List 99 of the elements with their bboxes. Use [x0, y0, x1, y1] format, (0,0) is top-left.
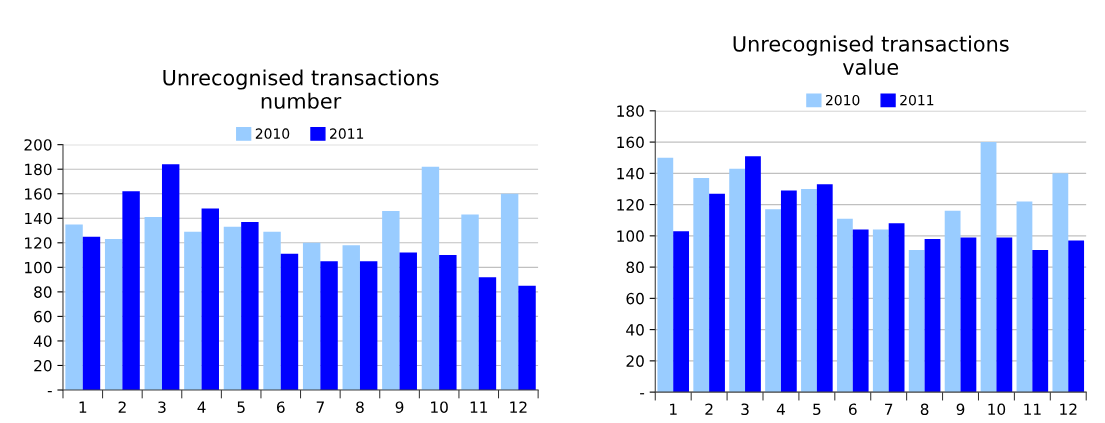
bar — [872, 229, 889, 393]
bar — [960, 237, 977, 393]
bar — [320, 261, 338, 391]
y-tick-label: 140 — [25, 212, 52, 225]
y-tick-label: 120 — [617, 199, 644, 211]
bar — [924, 238, 941, 393]
x-tick-label: 8 — [920, 403, 929, 416]
y-tick-label: 120 — [25, 237, 52, 249]
x-tick-label: 10 — [431, 401, 448, 413]
y-tick-label: 180 — [25, 163, 52, 176]
bar — [1016, 201, 1033, 393]
y-tick-label: 80 — [34, 286, 52, 298]
bar — [184, 231, 202, 391]
bar — [801, 188, 817, 393]
bar — [439, 255, 457, 391]
x-tick-label: 7 — [316, 401, 324, 413]
y-tick-label: 180 — [617, 105, 644, 117]
y-tick-label: 160 — [617, 136, 644, 149]
y-tick-label: 40 — [33, 335, 52, 347]
chart-title: Unrecognised transactions number — [163, 69, 439, 109]
x-tick-label: 9 — [395, 401, 404, 413]
x-tick-label: 12 — [1060, 403, 1077, 415]
bar — [765, 209, 781, 393]
bar — [263, 231, 281, 391]
bar — [780, 190, 797, 393]
bar — [816, 184, 833, 393]
x-tick-label: 6 — [848, 403, 857, 416]
bar — [745, 156, 761, 393]
bar — [399, 252, 417, 391]
x-tick-label: 3 — [158, 401, 166, 413]
x-tick-label: 8 — [356, 401, 364, 413]
bar — [144, 217, 162, 391]
bar — [65, 224, 83, 391]
bar — [461, 214, 479, 391]
y-tick-label: - — [47, 391, 52, 393]
bar — [478, 277, 497, 391]
x-tick-label: 5 — [237, 401, 245, 413]
y-tick-label: 20 — [34, 359, 52, 372]
bar — [709, 193, 725, 393]
x-tick-label: 7 — [885, 403, 893, 415]
legend-label: 2011 — [330, 128, 364, 139]
y-tick-label: 40 — [626, 324, 644, 336]
x-tick-label: 11 — [1024, 403, 1041, 415]
bar — [657, 157, 674, 393]
x-tick-label: 11 — [470, 401, 488, 413]
bar — [280, 253, 299, 391]
bar — [673, 231, 690, 393]
legend-label: 2010 — [255, 128, 290, 139]
bar — [980, 142, 997, 393]
y-tick-label: 20 — [626, 355, 644, 367]
y-tick-label: 60 — [34, 310, 52, 323]
y-tick-label: 60 — [626, 292, 644, 305]
x-tick-label: 4 — [776, 403, 785, 415]
bar — [342, 245, 360, 391]
x-tick-label: 2 — [705, 403, 713, 415]
chart-title: Unrecognised transactions value — [733, 35, 1009, 76]
bar — [104, 239, 123, 391]
bar — [359, 261, 378, 391]
y-tick-label: 100 — [617, 230, 644, 242]
bar — [518, 285, 536, 391]
bar — [302, 242, 321, 391]
bar — [1052, 173, 1069, 393]
x-tick-label: 6 — [276, 401, 285, 413]
y-tick-label: - — [640, 393, 645, 395]
y-tick-label: 200 — [24, 139, 52, 151]
x-tick-label: 12 — [510, 401, 527, 413]
legend-label: 2010 — [825, 94, 860, 106]
x-tick-label: 2 — [118, 401, 126, 413]
x-tick-label: 9 — [956, 403, 965, 416]
bar — [944, 210, 961, 393]
bar — [836, 218, 853, 393]
bar — [1068, 240, 1085, 393]
bar — [1032, 249, 1049, 393]
bar — [500, 193, 519, 391]
bar — [122, 191, 140, 391]
bar — [382, 210, 400, 391]
bar — [996, 237, 1013, 393]
legend-label: 2011 — [900, 94, 934, 106]
y-tick-label: 80 — [626, 261, 644, 274]
y-tick-label: 160 — [25, 188, 52, 200]
x-tick-label: 10 — [988, 403, 1006, 416]
bar — [223, 226, 242, 391]
y-tick-label: 100 — [25, 261, 52, 274]
x-tick-label: 3 — [741, 403, 749, 416]
bar — [421, 166, 440, 391]
y-tick-label: 140 — [617, 167, 644, 180]
x-tick-label: 1 — [79, 401, 87, 413]
bar — [729, 168, 746, 393]
bar — [908, 249, 925, 393]
x-tick-label: 4 — [197, 401, 206, 413]
bar — [888, 223, 905, 393]
x-tick-label: 5 — [813, 403, 821, 416]
bar — [852, 229, 869, 393]
bar — [82, 236, 101, 391]
bar — [161, 164, 180, 391]
bar — [693, 178, 710, 393]
x-tick-label: 1 — [670, 403, 677, 415]
bar — [201, 208, 219, 391]
bar — [241, 221, 259, 391]
